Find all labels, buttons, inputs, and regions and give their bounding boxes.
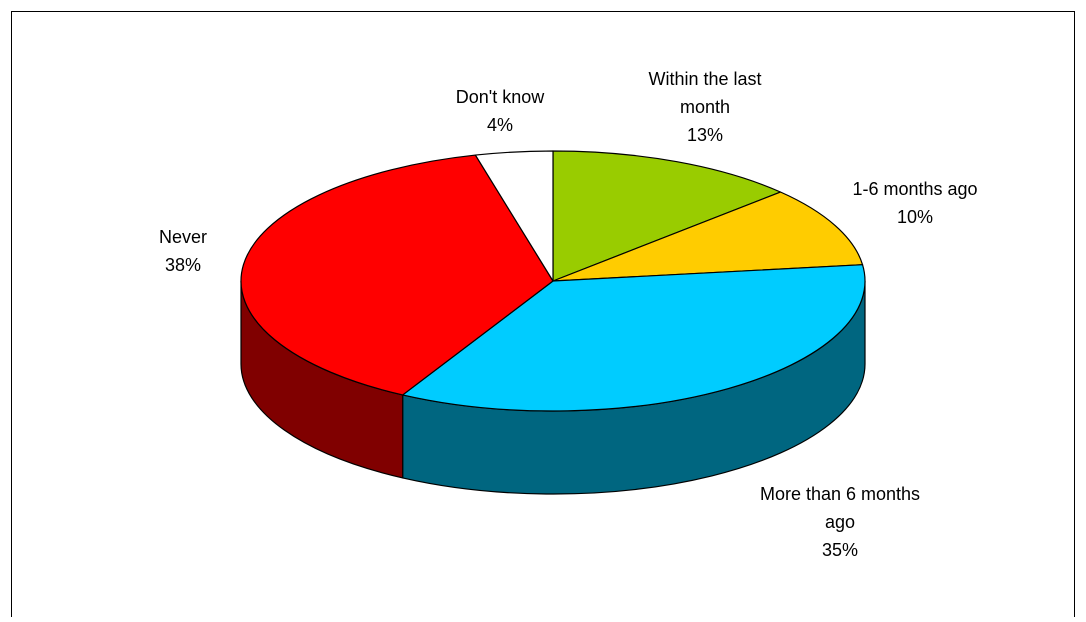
slice-label-line: Don't know [456,87,545,107]
slice-label-within-the-last-month: Within the last month 13% [648,69,761,145]
slice-label-more-than-6-months-ago: More than 6 months ago 35% [760,484,920,560]
slice-percent: 35% [822,540,858,560]
slice-label-line: month [680,97,730,117]
pie-top-faces [240,150,866,412]
pie-labels: Within the last month 13% 1-6 months ago 10%… [159,69,978,560]
pie-slice-never [240,154,554,396]
slice-percent: 10% [897,207,933,227]
pie-slice-1-6-months-ago [552,191,864,282]
pie-slice-within-the-last-month [552,150,782,282]
slice-percent: 38% [165,255,201,275]
slice-label-line: ago [825,512,855,532]
slice-label-don-t-know: Don't know 4% [456,87,545,135]
pie-slice-don-t-know [474,150,554,282]
slice-label-line: More than 6 months [760,484,920,504]
pie-slice-more-than-6-months-ago [402,264,866,412]
slice-percent: 13% [687,125,723,145]
slice-label-line: 1-6 months ago [852,179,977,199]
slice-label-1-6-months-ago: 1-6 months ago 10% [852,179,977,227]
slice-percent: 4% [487,115,513,135]
slice-label-line: Within the last [648,69,761,89]
slice-label-line: Never [159,227,207,247]
slice-label-never: Never 38% [159,227,207,275]
